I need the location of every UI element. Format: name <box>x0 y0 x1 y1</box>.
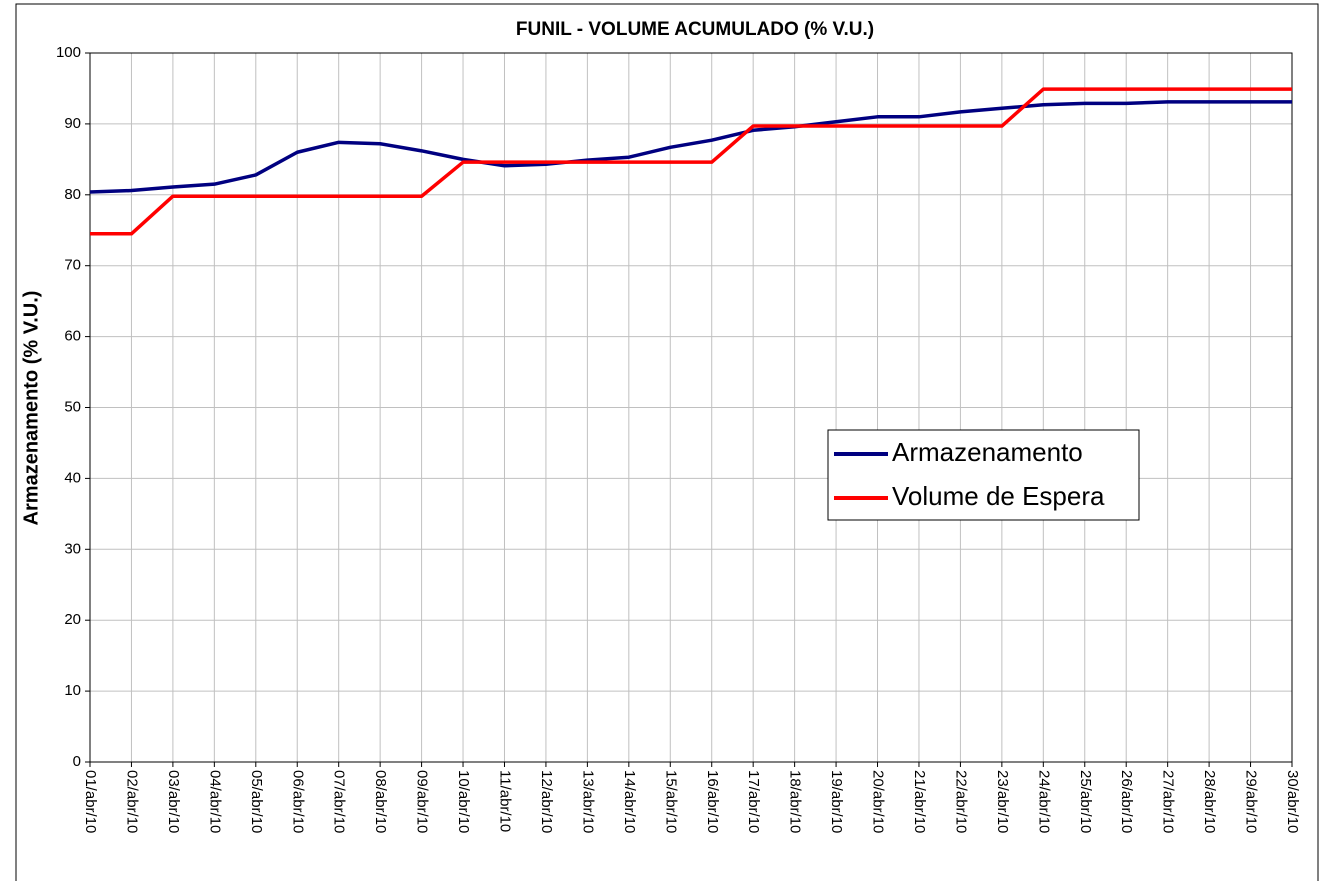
x-tick-label: 01/abr/10 <box>82 770 99 833</box>
y-tick-label: 60 <box>64 328 81 345</box>
y-axis-label: Armazenamento (% V.U.) <box>20 291 42 526</box>
y-tick-label: 0 <box>73 753 81 770</box>
x-tick-label: 26/abr/10 <box>1118 770 1135 833</box>
y-tick-label: 70 <box>64 257 81 274</box>
legend-label: Armazenamento <box>892 437 1083 467</box>
legend-label: Volume de Espera <box>892 481 1105 511</box>
x-tick-label: 11/abr/10 <box>497 770 514 832</box>
y-tick-label: 30 <box>64 540 81 557</box>
x-tick-label: 20/abr/10 <box>870 770 887 833</box>
x-tick-label: 22/abr/10 <box>952 770 969 833</box>
x-tick-label: 03/abr/10 <box>165 770 182 833</box>
x-tick-label: 14/abr/10 <box>621 770 638 833</box>
x-tick-label: 25/abr/10 <box>1077 770 1094 833</box>
x-tick-label: 02/abr/10 <box>123 770 140 833</box>
y-tick-label: 40 <box>64 469 81 486</box>
series-line <box>90 87 1292 236</box>
x-tick-label: 06/abr/10 <box>289 770 306 833</box>
x-tick-label: 05/abr/10 <box>248 770 265 833</box>
x-tick-label: 15/abr/10 <box>662 770 679 833</box>
y-tick-label: 90 <box>64 115 81 132</box>
x-tick-label: 27/abr/10 <box>1160 770 1177 833</box>
x-tick-label: 12/abr/10 <box>538 770 555 833</box>
series-line <box>89 100 1292 194</box>
x-tick-label: 29/abr/10 <box>1243 770 1260 833</box>
chart-title: FUNIL - VOLUME ACUMULADO (% V.U.) <box>516 19 874 40</box>
x-tick-label: 23/abr/10 <box>994 770 1011 833</box>
y-tick-label: 50 <box>64 398 81 415</box>
x-tick-label: 16/abr/10 <box>704 770 721 833</box>
x-tick-label: 08/abr/10 <box>372 770 389 833</box>
legend-box <box>827 429 1140 521</box>
plot-frame <box>89 52 1293 763</box>
y-tick-label: 100 <box>56 44 81 61</box>
x-tick-label: 13/abr/10 <box>579 770 596 833</box>
y-tick-label: 20 <box>64 611 81 628</box>
x-tick-label: 07/abr/10 <box>331 770 348 833</box>
y-tick-label: 10 <box>64 682 81 699</box>
x-tick-label: 17/abr/10 <box>745 770 762 833</box>
x-tick-label: 10/abr/10 <box>455 770 472 833</box>
x-tick-label: 21/abr/10 <box>911 770 928 833</box>
x-tick-label: 04/abr/10 <box>206 770 223 833</box>
x-tick-label: 24/abr/10 <box>1035 770 1052 833</box>
y-tick-label: 80 <box>64 186 81 203</box>
x-tick-label: 09/abr/10 <box>414 770 431 833</box>
x-tick-label: 30/abr/10 <box>1284 770 1301 833</box>
x-tick-label: 28/abr/10 <box>1201 770 1218 833</box>
x-tick-label: 19/abr/10 <box>828 770 845 833</box>
x-tick-label: 18/abr/10 <box>787 770 804 833</box>
